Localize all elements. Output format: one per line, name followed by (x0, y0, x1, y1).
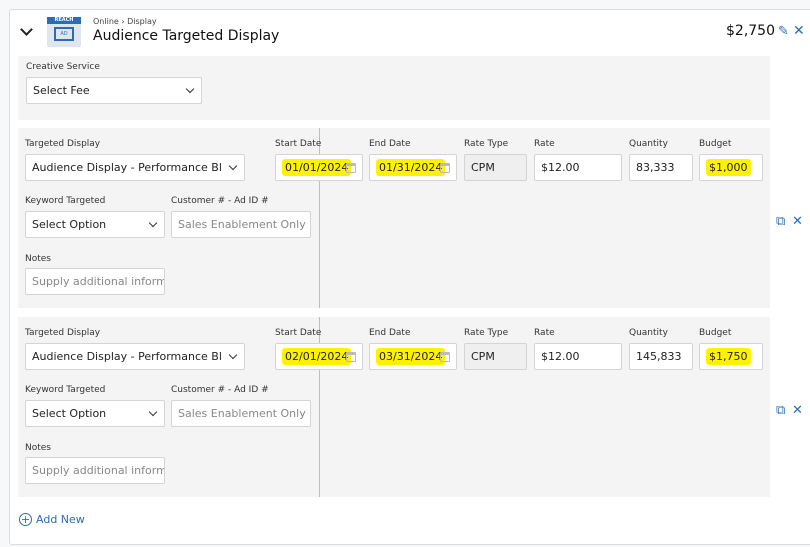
rate-label: Rate (534, 328, 555, 338)
start-date-label: Start Date (275, 139, 322, 149)
chevron-down-icon (148, 218, 158, 228)
creative-service-label: Creative Service (26, 62, 100, 72)
copy-icon[interactable]: ⧉ (776, 403, 786, 418)
customer-ad-id-label: Customer # - Ad ID # (171, 385, 269, 395)
add-new-label: Add New (36, 513, 85, 526)
icon-screen: AD (54, 27, 74, 41)
creative-service-select[interactable]: Select Fee (26, 77, 202, 104)
keyword-targeted-select[interactable]: Select Option (25, 400, 165, 427)
column-divider (319, 317, 320, 497)
rate-input[interactable]: $12.00 (534, 154, 622, 181)
targeted-display-label: Targeted Display (25, 139, 101, 149)
quantity-input[interactable]: 145,833 (629, 343, 693, 370)
keyword-targeted-select[interactable]: Select Option (25, 211, 165, 238)
page-title: Audience Targeted Display (93, 28, 280, 44)
start-date-value: 02/01/2024 (282, 348, 352, 365)
chevron-down-icon (228, 161, 238, 171)
budget-label: Budget (699, 139, 732, 149)
line-item-row: Targeted Display Audience Display - Perf… (18, 317, 770, 497)
quantity-label: Quantity (629, 328, 668, 338)
quantity-label: Quantity (629, 139, 668, 149)
budget-input[interactable]: $1,750 (699, 343, 763, 370)
start-date-input[interactable]: 01/01/2024 (275, 154, 363, 181)
copy-icon[interactable]: ⧉ (776, 214, 786, 229)
customer-ad-id-input[interactable]: Sales Enablement Only (171, 400, 311, 427)
notes-input[interactable]: Supply additional information (25, 457, 165, 484)
end-date-input[interactable]: 01/31/2024 (369, 154, 457, 181)
notes-label: Notes (25, 443, 51, 453)
start-date-value: 01/01/2024 (282, 159, 352, 176)
targeted-display-value: Audience Display - Performance Blended (32, 161, 222, 174)
rate-input[interactable]: $12.00 (534, 343, 622, 370)
chevron-down-icon (185, 84, 195, 94)
calendar-icon[interactable] (440, 163, 450, 173)
rate-type-label: Rate Type (464, 139, 509, 149)
reach-ad-icon: REACH AD (47, 17, 81, 47)
end-date-input[interactable]: 03/31/2024 (369, 343, 457, 370)
customer-ad-id-input[interactable]: Sales Enablement Only (171, 211, 311, 238)
end-date-label: End Date (369, 139, 411, 149)
customer-ad-id-label: Customer # - Ad ID # (171, 196, 269, 206)
breadcrumb: Online › Display (93, 17, 157, 26)
creative-service-value: Select Fee (33, 84, 90, 97)
targeted-display-select[interactable]: Audience Display - Performance Blended (25, 154, 245, 181)
keyword-targeted-value: Select Option (32, 218, 107, 231)
budget-value: $1,750 (706, 348, 751, 365)
notes-label: Notes (25, 254, 51, 264)
keyword-targeted-value: Select Option (32, 407, 107, 420)
add-new-button[interactable]: + Add New (19, 513, 85, 526)
notes-input[interactable]: Supply additional information (25, 268, 165, 295)
rate-label: Rate (534, 139, 555, 149)
remove-line-icon[interactable]: ✕ (792, 403, 803, 418)
start-date-input[interactable]: 02/01/2024 (275, 343, 363, 370)
budget-label: Budget (699, 328, 732, 338)
start-date-label: Start Date (275, 328, 322, 338)
end-date-value: 01/31/2024 (376, 159, 446, 176)
icon-badge: REACH (47, 17, 81, 24)
end-date-label: End Date (369, 328, 411, 338)
keyword-targeted-label: Keyword Targeted (25, 385, 106, 395)
rate-type-field: CPM (464, 343, 527, 370)
close-icon[interactable]: ✕ (793, 23, 805, 39)
rate-type-label: Rate Type (464, 328, 509, 338)
calendar-icon[interactable] (346, 352, 356, 362)
budget-value: $1,000 (706, 159, 751, 176)
chevron-down-icon (148, 407, 158, 417)
targeted-display-label: Targeted Display (25, 328, 101, 338)
calendar-icon[interactable] (346, 163, 356, 173)
targeted-display-value: Audience Display - Performance Blended (32, 350, 222, 363)
end-date-value: 03/31/2024 (376, 348, 446, 365)
creative-service-panel: Creative Service Select Fee (18, 56, 770, 120)
edit-pencil-icon[interactable]: ✎ (778, 24, 789, 39)
column-divider (319, 128, 320, 308)
targeted-display-select[interactable]: Audience Display - Performance Blended (25, 343, 245, 370)
budget-input[interactable]: $1,000 (699, 154, 763, 181)
plus-circle-icon: + (19, 513, 32, 526)
rate-type-field: CPM (464, 154, 527, 181)
total-amount: $2,750 (726, 23, 775, 39)
keyword-targeted-label: Keyword Targeted (25, 196, 106, 206)
chevron-down-icon (228, 350, 238, 360)
calendar-icon[interactable] (440, 352, 450, 362)
remove-line-icon[interactable]: ✕ (792, 214, 803, 229)
quantity-input[interactable]: 83,333 (629, 154, 693, 181)
line-item-row: Targeted Display Audience Display - Perf… (18, 128, 770, 308)
